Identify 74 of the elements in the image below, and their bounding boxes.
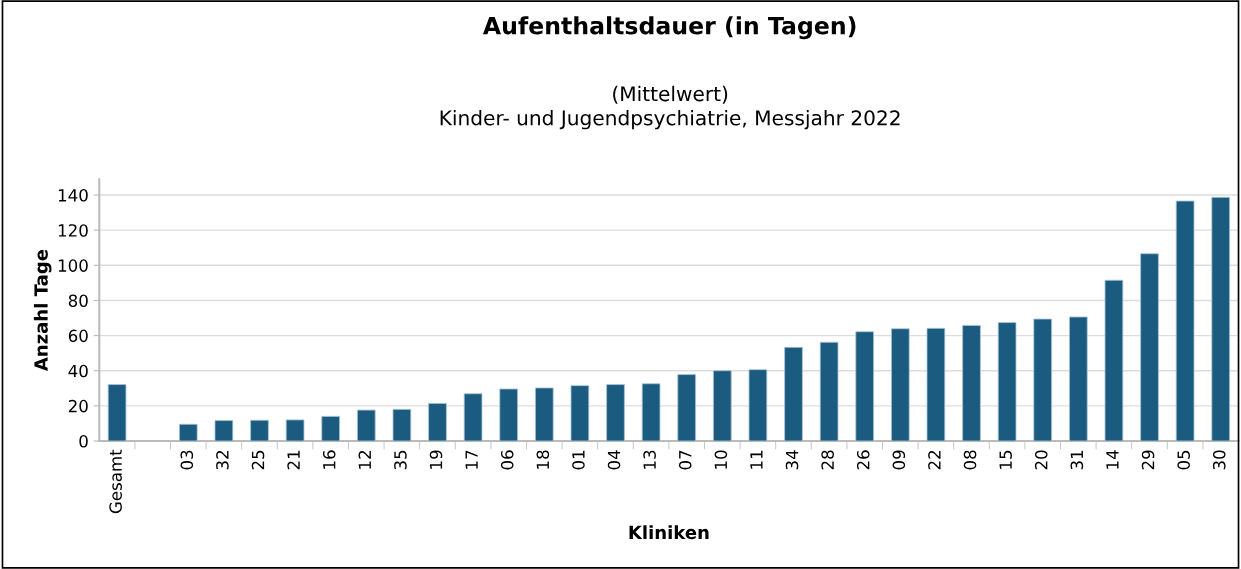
bar (1068, 316, 1088, 441)
y-tick-label: 0 (79, 434, 88, 448)
x-tick-label: 13 (643, 450, 656, 469)
x-tick-label: 15 (999, 450, 1012, 469)
bar (107, 384, 127, 441)
x-tick-label: 21 (287, 450, 300, 470)
x-tick-label: 34 (785, 450, 799, 470)
bar (606, 384, 625, 441)
x-tick-label: 18 (536, 450, 550, 469)
x-tick-label: 17 (465, 450, 478, 469)
bar (819, 341, 839, 441)
x-tick-label: 07 (678, 450, 692, 470)
bar (392, 408, 412, 441)
bar (997, 322, 1017, 441)
bar (641, 383, 661, 441)
y-tick-label: 100 (58, 259, 88, 272)
x-tick-label: 29 (1141, 450, 1155, 470)
x-tick-label: 03 (180, 450, 194, 470)
bar (1175, 200, 1195, 441)
y-tick-label: 60 (68, 329, 88, 343)
x-axis-title: Kliniken (629, 525, 709, 540)
bar (1104, 279, 1124, 441)
x-tick-label: 25 (251, 450, 265, 470)
x-tick-label: 12 (358, 450, 371, 469)
x-tick-label: 14 (1106, 450, 1119, 469)
bar (178, 423, 198, 441)
x-tick-label: Gesamt (109, 449, 122, 514)
bar (677, 374, 697, 441)
x-tick-label: 16 (322, 450, 336, 469)
bar (1033, 318, 1053, 441)
bar (926, 327, 946, 441)
y-tick-label: 40 (68, 364, 88, 378)
y-axis-title: Anzahl Tage (33, 249, 52, 372)
bar (534, 387, 554, 441)
bar (250, 419, 269, 441)
x-tick-label: 10 (714, 450, 728, 469)
x-tick-label: 09 (892, 450, 906, 470)
x-tick-label: 22 (928, 450, 941, 470)
bar (570, 385, 590, 441)
bar (1140, 253, 1159, 441)
bar (285, 419, 305, 441)
bar (356, 409, 376, 441)
x-tick-label: 30 (1212, 450, 1226, 470)
x-tick-label: 08 (963, 450, 977, 470)
bar (748, 369, 768, 441)
x-tick-label: 04 (607, 450, 621, 470)
x-tick-label: 11 (750, 450, 763, 469)
x-tick-label: 26 (856, 450, 870, 470)
x-tick-label: 31 (1070, 450, 1084, 470)
chart-subtitle: (Mittelwert) Kinder- und Jugendpsychiatrie, Messjahr 2022 (440, 85, 900, 130)
bar (321, 415, 341, 441)
bar (784, 346, 803, 441)
bar (962, 324, 981, 441)
bar (463, 393, 483, 441)
x-tick-label: 28 (821, 450, 834, 470)
x-tick-label: 05 (1177, 450, 1190, 470)
bar (1211, 196, 1231, 441)
bar (214, 420, 234, 441)
y-tick-label: 140 (58, 189, 88, 202)
y-tick-label: 120 (58, 224, 88, 237)
x-tick-label: 35 (394, 450, 407, 470)
x-tick-label: 20 (1034, 450, 1048, 470)
x-tick-label: 06 (500, 450, 514, 470)
bar (499, 388, 519, 441)
y-tick-label: 20 (68, 399, 88, 413)
chart-title: Aufenthaltsdauer (in Tagen) (482, 16, 856, 40)
y-tick-label: 80 (68, 294, 88, 308)
bar (428, 402, 447, 441)
bar (855, 331, 875, 441)
bar (890, 328, 910, 441)
bar (712, 370, 732, 441)
x-tick-label: 19 (429, 450, 443, 469)
x-tick-label: 32 (216, 450, 229, 470)
x-tick-label: 01 (572, 450, 585, 470)
